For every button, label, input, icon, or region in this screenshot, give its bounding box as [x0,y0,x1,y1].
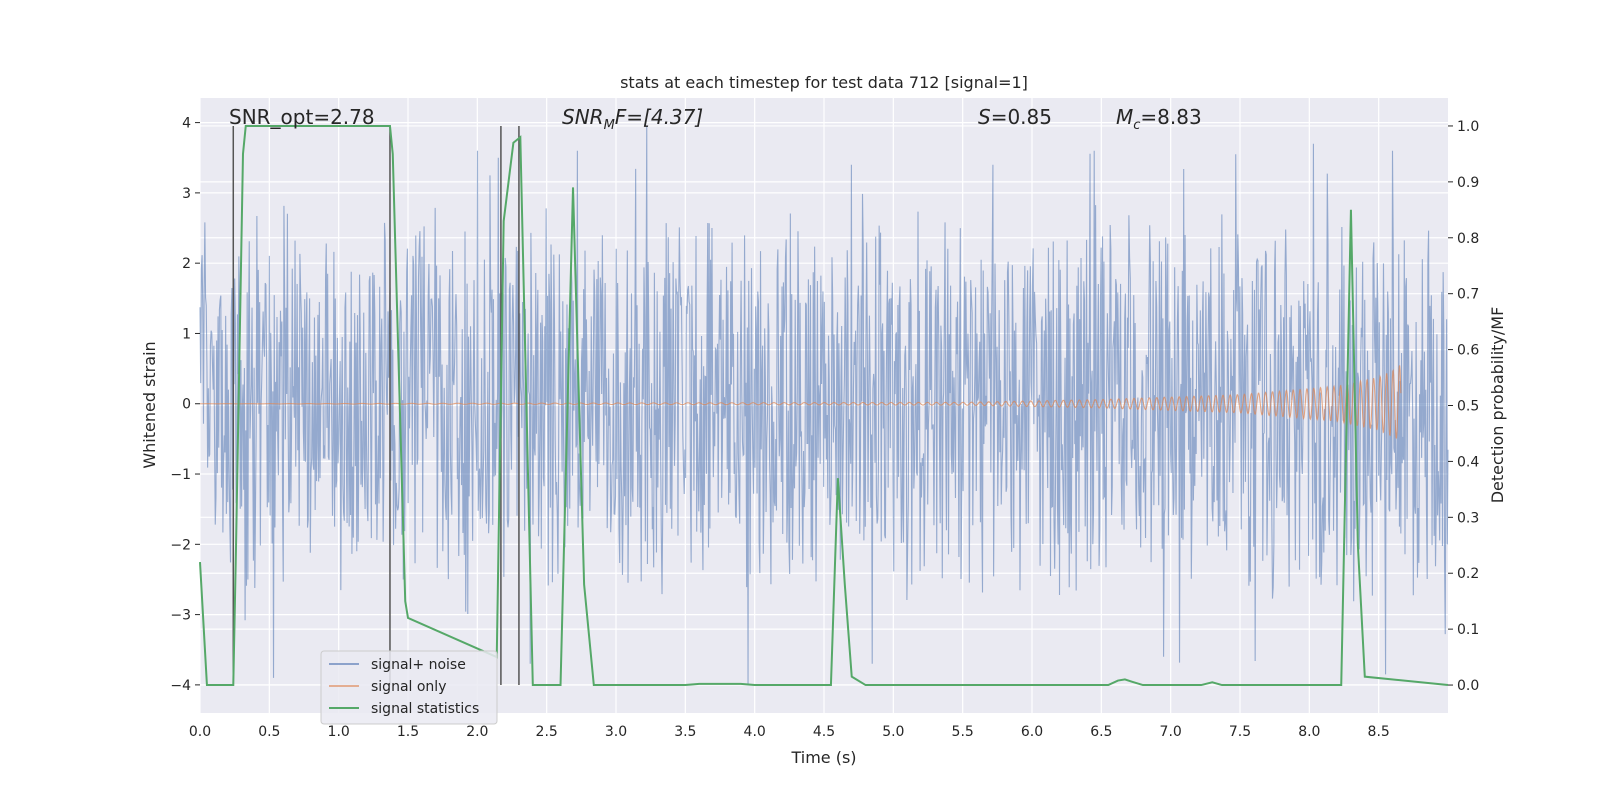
annotation-s: S=0.85 [978,105,1052,129]
annotation-snr-mf-sub: M [604,118,615,133]
legend-label-statistics: signal statistics [371,701,479,717]
x-axis-label: Time (s) [790,748,856,767]
annotation-snr-opt: SNR_opt=2.78 [229,105,375,129]
y-right-tick-label-7: 0.7 [1457,287,1479,303]
signal-statistics-line [199,124,1449,687]
x-tick-label-3: 1.5 [397,724,419,740]
y-left-tick-label-4: 0 [182,397,191,413]
x-tick-label-10: 5.0 [882,724,904,740]
y-left-tick-label-1: −3 [170,608,191,624]
x-tick-label-4: 2.0 [466,724,488,740]
x-tick-label-1: 0.5 [258,724,280,740]
y-right-tick-label-8: 0.8 [1457,231,1479,247]
y-right-tick-label-9: 0.9 [1457,175,1479,191]
signal-noise-line [199,126,1449,685]
y-left-axis-ticks: −4 −3 −2 −1 0 1 2 3 4 [170,116,200,694]
x-tick-label-7: 3.5 [674,724,696,740]
y-left-tick-label-2: −2 [170,537,191,553]
y-right-axis-label: Detection probability/MF [1488,307,1507,504]
legend-label-noise: signal+ noise [371,657,466,673]
y-right-axis-ticks: 0.0 0.1 0.2 0.3 0.4 0.5 0.6 0.7 0.8 0.9 1.0 [1448,119,1479,694]
legend: signal+ noise signal only signal statist… [320,650,498,725]
annotation-mc-sub: c [1133,118,1140,133]
annotation-snr-mf-rest: F=[4.37] [615,105,703,129]
y-right-tick-label-10: 1.0 [1457,119,1479,135]
y-left-tick-label-8: 4 [182,116,191,132]
y-left-tick-label-7: 3 [182,186,191,202]
y-left-axis-label: Whitened strain [140,341,159,468]
x-tick-label-8: 4.0 [744,724,766,740]
annotation-snr-mf: SNRMF=[4.37] [562,105,703,133]
annotation-snr-mf-main: SNR [562,105,604,129]
x-tick-label-9: 4.5 [813,724,835,740]
y-left-tick-label-0: −4 [170,678,191,694]
y-right-tick-label-4: 0.4 [1457,454,1479,470]
y-left-tick-label-5: 1 [182,326,191,342]
x-tick-label-12: 6.0 [1021,724,1043,740]
signal-statistics-series [199,124,1449,687]
annotation-mc-rest: =8.83 [1140,105,1201,129]
signal-noise-series [199,126,1449,685]
annotation-mc-main: M [1116,105,1133,129]
y-right-tick-label-6: 0.6 [1457,343,1479,359]
x-tick-label-15: 7.5 [1229,724,1251,740]
x-tick-label-5: 2.5 [536,724,558,740]
x-tick-label-11: 5.5 [952,724,974,740]
legend-label-signal: signal only [371,679,446,695]
x-axis-ticks: 0.0 0.5 1.0 1.5 2.0 2.5 3.0 3.5 4.0 4.5 5.0 5.5 6.0 6… [189,724,1390,740]
y-right-tick-label-1: 0.1 [1457,622,1479,638]
x-tick-label-0: 0.0 [189,724,211,740]
y-right-tick-label-3: 0.3 [1457,510,1479,526]
y-right-tick-label-2: 0.2 [1457,566,1479,582]
annotation-s-rest: =0.85 [991,105,1052,129]
legend-box [320,650,498,725]
y-left-tick-label-3: −1 [170,467,191,483]
x-tick-label-14: 7.0 [1160,724,1182,740]
annotation-mc: Mc=8.83 [1116,105,1202,133]
x-tick-label-6: 3.0 [605,724,627,740]
annotation-s-main: S [978,105,991,129]
x-tick-label-17: 8.5 [1368,724,1390,740]
y-right-tick-label-5: 0.5 [1457,399,1479,415]
y-right-tick-label-0: 0.0 [1457,678,1479,694]
chart-title: stats at each timestep for test data 712… [620,73,1028,92]
x-tick-label-16: 8.0 [1298,724,1320,740]
y-left-tick-label-6: 2 [182,256,191,272]
x-tick-label-13: 6.5 [1090,724,1112,740]
x-tick-label-2: 1.0 [328,724,350,740]
